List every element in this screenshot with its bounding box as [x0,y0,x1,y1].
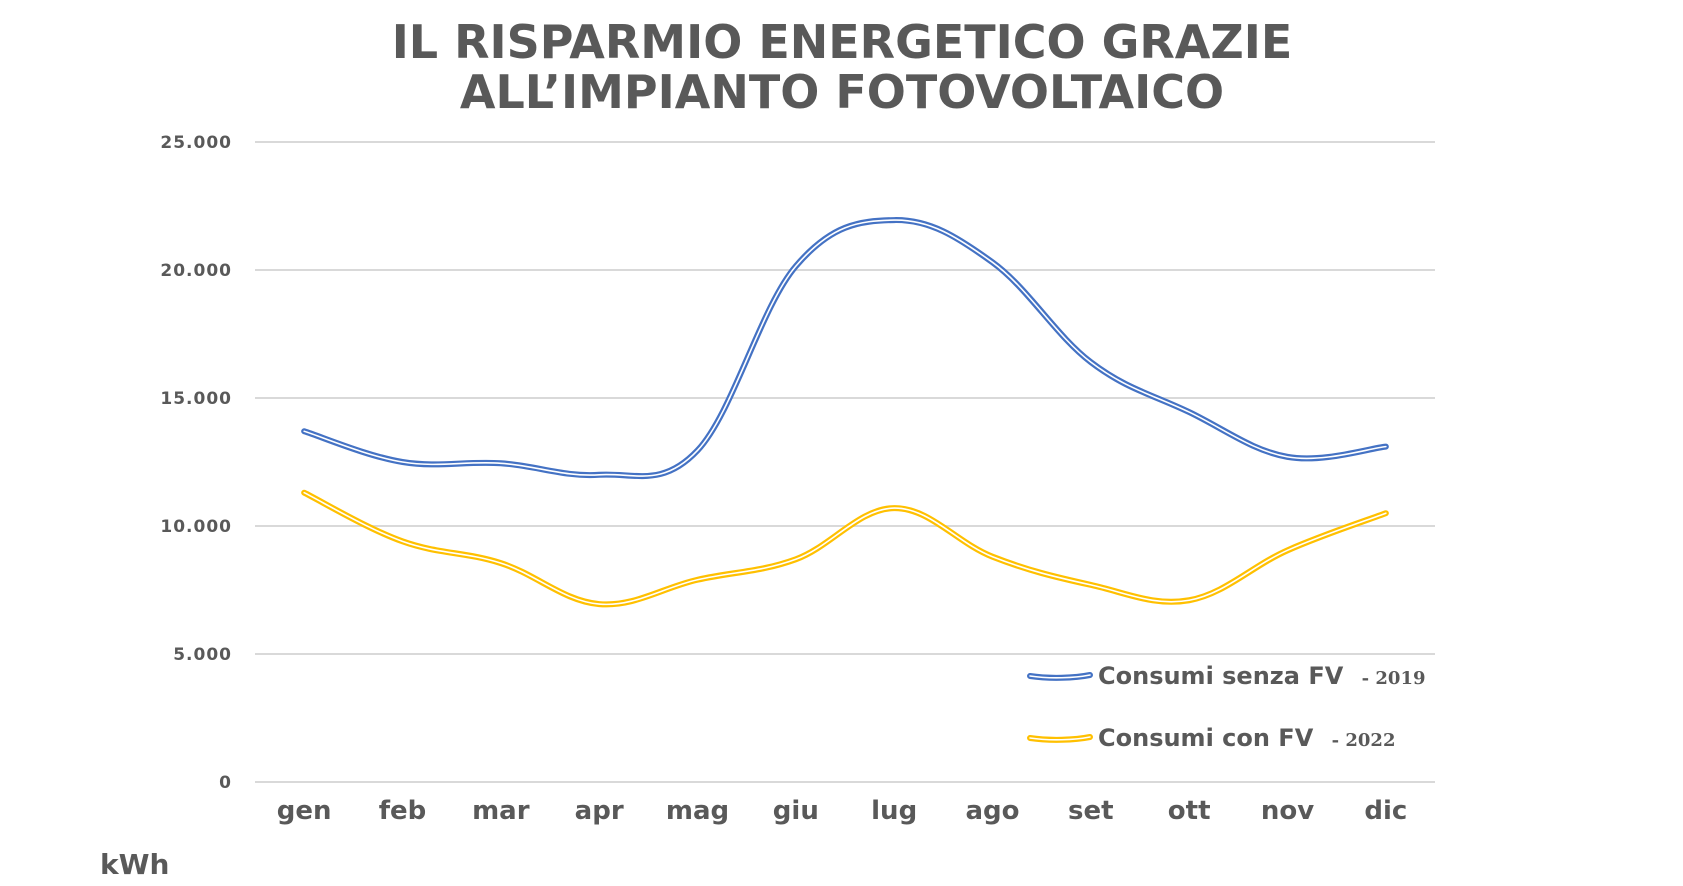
legend-line-inner [1029,674,1091,679]
y-tick-label: 25.000 [160,133,232,153]
x-tick-label: dic [1364,796,1407,826]
y-axis-ticks: 0 5.000 10.000 15.000 20.000 25.000 [160,133,232,793]
legend-line-inner [1029,736,1091,741]
x-tick-label: ott [1168,796,1211,826]
x-tick-label: feb [379,796,427,826]
x-tick-label: giu [773,796,819,826]
legend-year-senza-fv: - 2019 [1362,668,1426,689]
x-tick-label: ago [965,796,1019,826]
y-tick-label: 0 [219,773,232,793]
legend-label-senza-fv: Consumi senza FV [1098,662,1344,690]
x-tick-label: gen [277,796,332,826]
chart-title-line-2: ALL’IMPIANTO FOTOVOLTAICO [460,65,1224,119]
series-line-0 [301,217,1389,480]
series-lines [301,217,1389,608]
y-tick-label: 5.000 [173,645,232,665]
svg-text:Consumi senza FV - 201: Consumi senza FV - 2019 [1098,662,1426,690]
series-path-inner [303,491,1387,606]
x-tick-label: apr [575,796,624,826]
x-tick-label: nov [1261,796,1314,826]
svg-text:Consumi con FV - 2022: Consumi con FV - 2022 [1098,724,1395,752]
legend-item-senza-fv: Consumi senza FV - 2019 [1027,662,1426,690]
legend-swatch-con-fv [1027,734,1093,743]
series-path-inner [303,219,1387,477]
legend: Consumi senza FV - 2019 Consumi con FV -… [1027,662,1426,752]
x-tick-label: mag [666,796,729,826]
legend-item-con-fv: Consumi con FV - 2022 [1027,724,1395,752]
y-tick-label: 15.000 [160,389,232,409]
x-tick-label: set [1068,796,1114,826]
y-tick-label: 10.000 [160,517,232,537]
unit-label: kWh [100,848,169,881]
y-tick-label: 20.000 [160,261,232,281]
series-path-outer [301,217,1389,480]
legend-swatch-senza-fv [1027,672,1093,681]
series-line-1 [301,489,1389,608]
x-tick-label: lug [871,796,917,826]
x-axis-ticks: gen feb mar apr mag giu lug ago set ott nov dic [277,796,1408,826]
legend-year-con-fv: - 2022 [1332,730,1396,751]
x-tick-label: mar [472,796,530,826]
chart-title-line-1: IL RISPARMIO ENERGETICO GRAZIE [392,15,1293,69]
legend-label-con-fv: Consumi con FV [1098,724,1314,752]
